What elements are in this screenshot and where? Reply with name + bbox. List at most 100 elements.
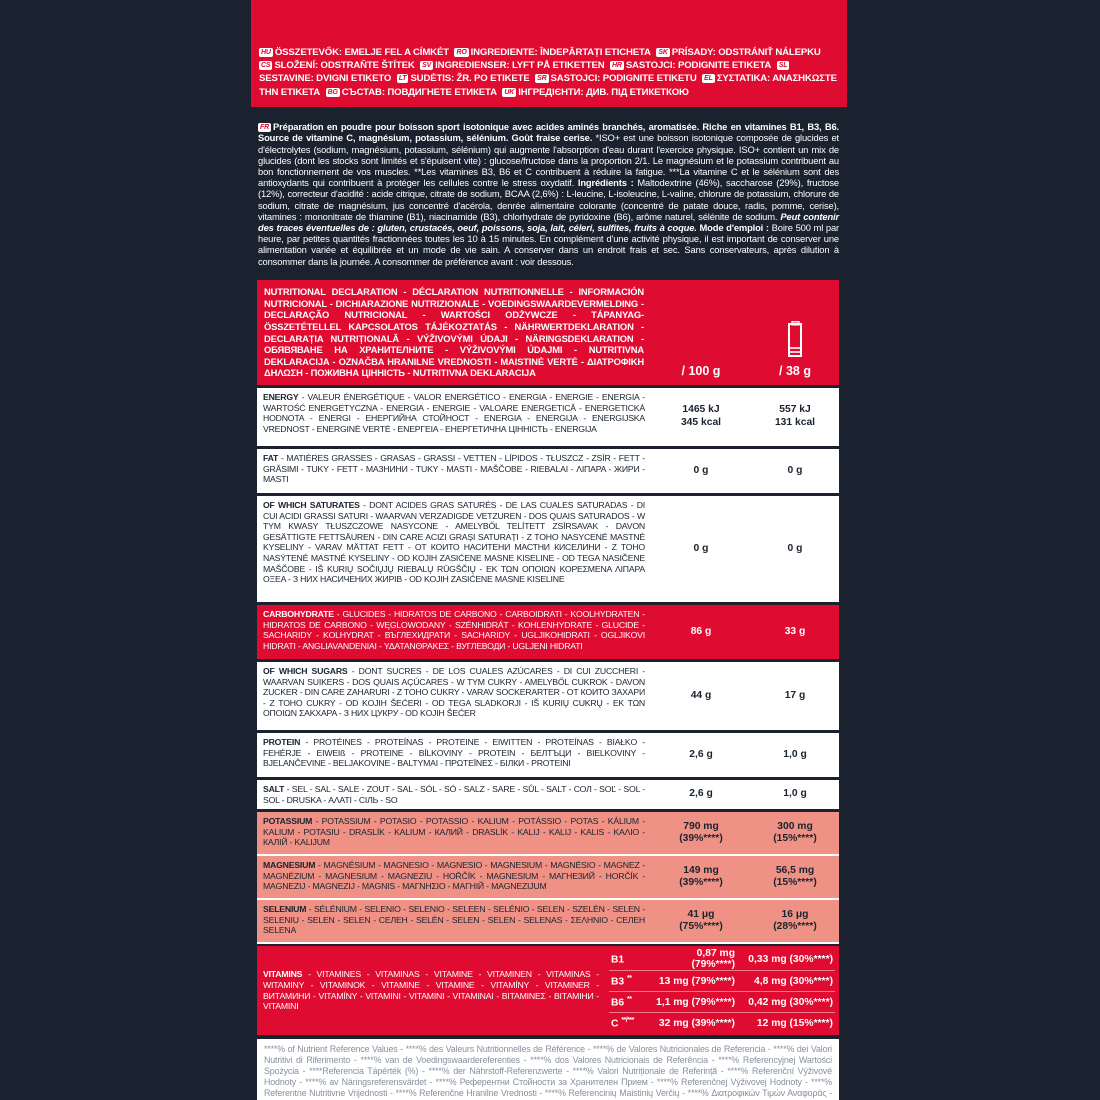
peel-item-text: SUDĖTIS: ŽR. PO ETIKETE — [410, 73, 530, 85]
value-per-100g: 44 g — [690, 689, 712, 701]
value-per-38g: 17 g — [784, 689, 806, 701]
peel-item-text: PRÍSADY: ODSTRÁNIŤ NÁLEPKU — [671, 47, 821, 58]
row-label: SELENIUM - SÉLÉNIUM - SELENIO - SELENIO … — [263, 904, 645, 936]
row-label: SALT - SEL - SAL - SALE - ZOUT - SAL - S… — [263, 783, 645, 805]
per-38g-label: / 38 g — [779, 363, 811, 378]
peel-item-text: INGREDIENSER: LYFT PÅ ETIKETTEN — [435, 60, 605, 72]
value-per-100g: 2,6 g — [689, 788, 713, 800]
column-per-100g: / 100 g — [651, 280, 751, 385]
peel-item-text: SASTOJCI: PODIGNITE ETIKETA — [625, 60, 772, 72]
vitamins-values: B1 0,87 mg (79%****) 0,33 mg (30%****) B… — [605, 946, 839, 1035]
value-per-38g: 16 μg (28%****) — [773, 908, 817, 933]
value-per-38g: 4,8 mg (30%****) — [754, 975, 833, 987]
value-per-100g: 0 g — [693, 542, 709, 554]
row-saturates: OF WHICH SATURATES - DONT ACIDES GRAS SA… — [257, 495, 839, 602]
value-per-100g: 790 mg (39%****) — [679, 820, 723, 845]
nutrition-table-header: NUTRITIONAL DECLARATION - DÉCLARATION NU… — [257, 280, 839, 385]
peel-item-text: SASTOJCI: PODIGNITE ETIKETU — [550, 73, 697, 85]
row-label: MAGNESIUM - MAGNÉSIUM - MAGNESIO - MAGNE… — [263, 860, 645, 892]
row-label: CARBOHYDRATE - GLUCIDES - HIDRATOS DE CA… — [263, 608, 645, 651]
peel-item-text: INGREDIENTE: ÎNDEPĂRTAȚI ETICHETA — [470, 47, 651, 58]
value-per-100g: 13 mg (79%****) — [658, 975, 735, 987]
lang-badge-sl: SL — [776, 61, 790, 71]
lang-badge-lt: LT — [396, 74, 409, 84]
vitamins-section: VITAMINS - VITAMINES - VITAMINAS - VITAM… — [257, 946, 839, 1036]
row-label: FAT - MATIÈRES GRASSES - GRASAS - GRASSI… — [263, 452, 645, 485]
value-per-100g: 2,6 g — [689, 748, 713, 760]
row-carbohydrate: CARBOHYDRATE - GLUCIDES - HIDRATOS DE CA… — [257, 604, 839, 659]
row-potassium: POTASSIUM - POTASSIUM - POTASIO - POTASS… — [257, 812, 839, 855]
value-per-38g: 0 g — [787, 464, 803, 476]
ingredients-title: Ingrédients : — [577, 177, 634, 189]
nutrition-declaration-title: NUTRITIONAL DECLARATION - DÉCLARATION NU… — [264, 286, 644, 379]
value-per-38g: 557 kJ 131 kcal — [774, 404, 816, 428]
value-per-100g: 0 g — [693, 464, 709, 476]
vitamin-name: C **/*** — [611, 1016, 634, 1030]
value-per-100g: 32 mg (39%****) — [658, 1017, 735, 1029]
minerals-group: POTASSIUM - POTASSIUM - POTASIO - POTASS… — [257, 812, 839, 945]
peel-item-text: SESTAVINE: DVIGNI ETIKETO — [259, 73, 392, 85]
peel-item-text: ÖSSZETEVŐK: EMELJE FEL A CÍMKÉT — [274, 47, 449, 58]
value-per-38g: 300 mg (15%****) — [773, 820, 817, 845]
value-per-38g: 12 mg (15%****) — [756, 1017, 833, 1029]
row-magnesium: MAGNESIUM - MAGNÉSIUM - MAGNESIO - MAGNE… — [257, 856, 839, 899]
row-energy: ENERGY - VALEUR ÉNERGÉTIQUE - VALOR ENER… — [257, 387, 839, 446]
lang-badge-fr: FR — [258, 123, 272, 133]
row-label: OF WHICH SATURATES - DONT ACIDES GRAS SA… — [263, 499, 646, 585]
lang-badge-cs: CS — [259, 61, 273, 71]
value-per-100g: 1,1 mg (79%****) — [656, 996, 735, 1008]
value-per-38g: 0,42 mg (30%****) — [748, 996, 833, 1008]
row-label: POTASSIUM - POTASSIUM - POTASIO - POTASS… — [263, 816, 645, 848]
vitamin-name: B1 — [611, 954, 625, 966]
value-per-38g: 1,0 g — [783, 788, 807, 800]
value-per-38g: 56,5 mg (15%****) — [773, 864, 817, 889]
lang-badge-sv: SV — [420, 61, 434, 71]
sachet-icon — [788, 321, 802, 357]
peel-item-text: СЪСТАВ: ПОВДИГНЕТЕ ЕТИКЕТА — [341, 86, 497, 98]
label-column: HU ÖSSZETEVŐK: EMELJE FEL A CÍMKÉT RO INGR… — [251, 0, 847, 1100]
value-per-38g: 0,33 mg (30%****) — [748, 953, 833, 965]
vitamin-row-b1: B1 0,87 mg (79%****) 0,33 mg (30%****) — [609, 948, 835, 970]
lang-badge-hr: HR — [610, 61, 624, 71]
peel-notice-text: HU ÖSSZETEVŐK: EMELJE FEL A CÍMKÉT RO INGR… — [259, 46, 839, 99]
vitamin-row-b3: B3 ** 13 mg (79%****) 4,8 mg (30%****) — [609, 970, 835, 991]
vitamins-label: VITAMINS - VITAMINES - VITAMINAS - VITAM… — [263, 969, 599, 1012]
value-per-100g: 86 g — [690, 625, 712, 637]
row-selenium: SELENIUM - SÉLÉNIUM - SELENIO - SELENIO … — [257, 900, 839, 943]
row-label: ENERGY - VALEUR ÉNERGÉTIQUE - VALOR ENER… — [263, 391, 645, 434]
row-salt: SALT - SEL - SAL - SALE - ZOUT - SAL - S… — [257, 779, 839, 810]
lang-badge-sk: SK — [656, 48, 670, 57]
lang-badge-el: EL — [702, 74, 715, 84]
peel-item-text: ΣΥΣΤΑΤΙΚΑ: ΑΝΑΣΗΚΩΣΤΕ ΤΗΝ ΕΤΙΚΕΤΑ — [259, 73, 837, 98]
allergen-traces: Peut contenir des traces éventuelles de … — [258, 210, 839, 234]
value-per-100g: 1465 kJ 345 kcal — [680, 404, 722, 428]
peel-notice: HU ÖSSZETEVŐK: EMELJE FEL A CÍMKÉT RO INGR… — [251, 0, 847, 107]
row-protein: PROTEIN - PROTÉINES - PROTEÍNAS - PROTEI… — [257, 732, 839, 777]
lang-badge-uk: UK — [502, 87, 517, 97]
value-per-38g: 0 g — [787, 542, 803, 554]
lang-badge-hu: HU — [259, 48, 273, 57]
lang-badge-bg: BG — [325, 87, 340, 97]
product-description: FR Préparation en poudre pour boisson spo… — [251, 116, 847, 271]
row-label: OF WHICH SUGARS - DONT SUCRES - DE LOS C… — [263, 665, 645, 719]
nutrition-table: NUTRITIONAL DECLARATION - DÉCLARATION NU… — [257, 280, 839, 1100]
peel-item-text: ІНГРЕДІЄНТИ: ДИВ. ПІД ЕТИКЕТКОЮ — [518, 86, 689, 98]
nutrient-reference-footnote: ****% of Nutrient Reference Values - ***… — [257, 1039, 839, 1100]
usage-body: Boire 500 ml par heure, par petites quan… — [258, 222, 840, 267]
per-100g-label: / 100 g — [681, 363, 721, 378]
value-per-38g: 1,0 g — [783, 748, 807, 760]
row-sugars: OF WHICH SUGARS - DONT SUCRES - DE LOS C… — [257, 661, 839, 730]
vitamin-name: B3 ** — [611, 974, 632, 988]
column-per-38g: / 38 g — [751, 280, 839, 385]
vitamin-row-b6: B6 ** 1,1 mg (79%****) 0,42 mg (30%****) — [609, 991, 835, 1012]
lang-badge-sr: SR — [535, 74, 549, 84]
lang-badge-ro: RO — [454, 48, 469, 57]
value-per-100g: 149 mg (39%****) — [679, 864, 723, 889]
row-label: PROTEIN - PROTÉINES - PROTEÍNAS - PROTEI… — [263, 736, 645, 769]
value-per-100g: 41 μg (75%****) — [679, 908, 723, 933]
peel-item-text: SLOŽENÍ: ODSTRAŇTE ŠTÍTEK — [274, 60, 415, 72]
description-body: *ISO+ est une boisson isotonique composé… — [258, 132, 839, 189]
description-intro: Préparation en poudre pour boisson sport… — [258, 121, 839, 144]
value-per-38g: 33 g — [784, 625, 806, 637]
